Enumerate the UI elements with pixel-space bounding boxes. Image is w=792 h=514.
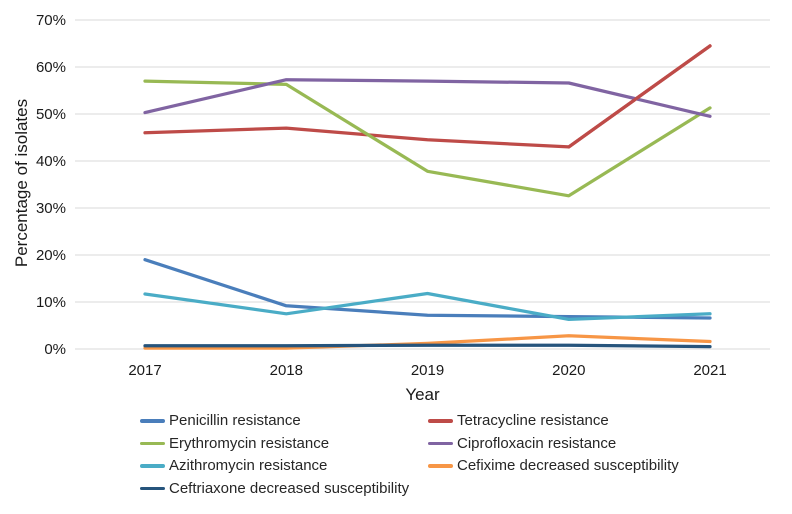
y-tick-label: 0% [44, 341, 66, 358]
legend-item-cefixime-decreased-susceptibility: Cefixime decreased susceptibility [428, 458, 679, 474]
series-line-penicillin-resistance [143, 258, 712, 320]
legend-label: Ceftriaxone decreased susceptibility [169, 479, 410, 497]
legend-label: Azithromycin resistance [169, 457, 328, 474]
legend-label: Erythromycin resistance [169, 434, 330, 452]
legend-line-swatch [140, 464, 165, 468]
legend-item-ciprofloxacin-resistance: Ciprofloxacin resistance [428, 434, 679, 452]
y-axis-title: Percentage of isolates [12, 98, 31, 268]
series-line-ciprofloxacin-resistance [143, 78, 712, 118]
y-tick-label: 60% [36, 59, 66, 76]
y-tick-label: 40% [36, 153, 66, 170]
x-tick-label: 2021 [693, 362, 726, 379]
y-tick-label: 50% [36, 106, 66, 123]
y-tick-label: 10% [36, 294, 66, 311]
legend-item-ceftriaxone-decreased-susceptibility: Ceftriaxone decreased susceptibility [140, 479, 428, 497]
legend-label: Penicillin resistance [169, 412, 301, 429]
line-chart: 0% 10% 20% 30% 40% 50% 60% 70% 2017 2018 2019 2020 2… [12, 12, 770, 404]
legend-label: Ciprofloxacin resistance [457, 434, 617, 452]
y-tick-label: 30% [36, 200, 66, 217]
x-tick-label: 2018 [270, 362, 303, 379]
legend-label: Cefixime decreased susceptibility [457, 457, 679, 474]
legend-item-penicillin-resistance: Penicillin resistance [140, 413, 428, 429]
legend-item-tetracycline-resistance: Tetracycline resistance [428, 413, 679, 429]
y-tick-label: 20% [36, 247, 66, 264]
legend-label: Tetracycline resistance [457, 412, 609, 429]
legend-item-erythromycin-resistance: Erythromycin resistance [140, 434, 428, 452]
legend-line-swatch [140, 419, 165, 423]
x-tick-label: 2017 [128, 362, 161, 379]
legend-line-swatch [140, 441, 165, 446]
chart-legend: Penicillin resistance Tetracycline resist… [140, 413, 679, 497]
legend-item-azithromycin-resistance: Azithromycin resistance [140, 458, 428, 474]
legend-line-swatch [428, 419, 453, 423]
x-axis-title: Year [405, 385, 440, 404]
series-line-erythromycin-resistance [143, 79, 712, 198]
series-line-cefixime-decreased-susceptibility [143, 334, 712, 350]
x-tick-label: 2019 [411, 362, 444, 379]
x-tick-label: 2020 [552, 362, 585, 379]
legend-line-swatch [428, 464, 453, 468]
legend-line-swatch [140, 486, 165, 491]
y-tick-label: 70% [36, 12, 66, 29]
legend-line-swatch [428, 441, 453, 446]
series-line-azithromycin-resistance [143, 291, 712, 322]
chart-plot-area: 0% 10% 20% 30% 40% 50% 60% 70% 2017 2018 2019 2020 2… [36, 12, 770, 379]
series-line-ceftriaxone-decreased-susceptibility [143, 343, 712, 349]
series-line-tetracycline-resistance [567, 44, 712, 149]
